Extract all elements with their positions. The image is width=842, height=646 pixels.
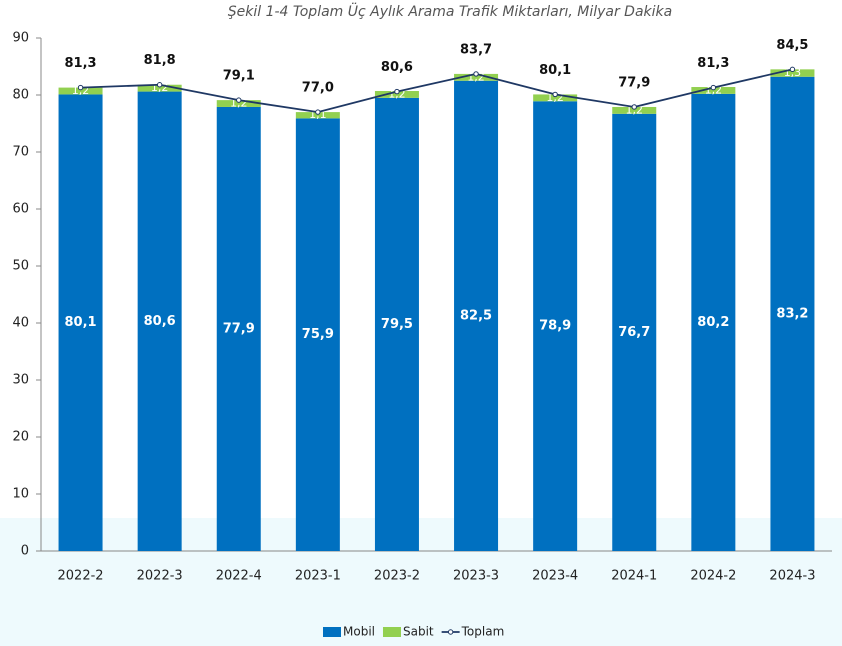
data-label: 77,9 xyxy=(618,75,650,90)
bar-segment xyxy=(295,118,340,552)
y-tick-label: 80 xyxy=(12,88,29,103)
data-label: 83,7 xyxy=(460,42,492,57)
data-label: 79,1 xyxy=(223,69,255,84)
legend-swatch-marker xyxy=(447,629,454,635)
legend-swatch xyxy=(382,627,401,637)
bar-segment xyxy=(454,80,499,551)
bar-segment xyxy=(374,91,419,98)
bar-segment xyxy=(454,73,499,81)
bar-segment xyxy=(533,94,578,102)
legend-label: Sabit xyxy=(403,625,434,639)
bar-segment xyxy=(770,69,815,77)
bar-segment xyxy=(533,101,578,552)
y-tick-label: 40 xyxy=(12,316,29,331)
legend-label: Toplam xyxy=(461,625,505,639)
line-marker xyxy=(315,109,321,115)
data-label: 82,5 xyxy=(460,308,492,323)
data-label: 78,9 xyxy=(539,319,571,334)
data-label: 80,2 xyxy=(697,315,729,330)
y-tick-label: 30 xyxy=(12,373,29,388)
data-label: 79,5 xyxy=(381,317,413,332)
data-label: 1,2 xyxy=(467,70,485,83)
data-label: 80,6 xyxy=(144,314,176,329)
bar-segment xyxy=(612,106,657,114)
line-marker xyxy=(236,97,242,103)
total-line xyxy=(80,68,793,114)
bar-segment xyxy=(691,93,736,552)
x-tick-label: 2023-2 xyxy=(374,569,420,584)
line-marker xyxy=(394,88,400,95)
x-tick-label: 2022-3 xyxy=(137,569,183,584)
y-tick-label: 90 xyxy=(12,31,29,46)
data-label: 80,6 xyxy=(381,60,413,75)
data-label: 76,7 xyxy=(618,325,650,340)
data-label: 81,3 xyxy=(697,56,729,71)
line-marker xyxy=(552,91,558,98)
bar-segment xyxy=(612,113,657,551)
bar-segment xyxy=(137,91,182,551)
data-label: 1,3 xyxy=(784,66,802,79)
bar-segment xyxy=(295,112,340,119)
bar-segment xyxy=(58,87,103,95)
line-marker xyxy=(156,82,163,88)
line-marker xyxy=(789,66,796,73)
y-tick-label: 50 xyxy=(12,259,29,274)
bar-segment xyxy=(770,76,815,551)
x-tick-label: 2023-1 xyxy=(295,569,341,584)
y-tick-label: 70 xyxy=(12,145,29,160)
line-marker xyxy=(631,104,637,110)
x-tick-label: 2024-2 xyxy=(690,569,736,584)
data-label: 83,2 xyxy=(776,306,808,321)
data-label: 81,8 xyxy=(144,53,176,68)
bar-segment xyxy=(58,94,103,552)
x-tick-label: 2024-3 xyxy=(769,569,815,584)
x-tick-label: 2023-4 xyxy=(532,569,578,584)
data-label: 81,3 xyxy=(65,56,97,71)
y-tick-label: 20 xyxy=(12,430,29,445)
data-label: 80,1 xyxy=(65,315,97,330)
legend-label: Mobil xyxy=(343,625,375,639)
data-label: 80,1 xyxy=(539,63,571,78)
chart-title: Şekil 1-4 Toplam Üç Aylık Arama Trafik M… xyxy=(228,2,672,20)
bar-segment xyxy=(216,106,261,551)
data-label: 77,0 xyxy=(302,81,334,96)
x-tick-label: 2022-4 xyxy=(216,569,262,584)
line-marker xyxy=(710,84,717,91)
y-tick-label: 60 xyxy=(12,202,29,217)
line-marker xyxy=(77,84,84,91)
data-label: 75,9 xyxy=(302,327,334,342)
x-tick-label: 2023-3 xyxy=(453,569,499,584)
y-tick-label: 0 xyxy=(21,544,29,559)
data-label: 77,9 xyxy=(223,321,255,336)
bar-segment xyxy=(374,97,419,551)
bar-segment xyxy=(216,100,261,107)
legend-swatch xyxy=(323,627,341,637)
x-tick-label: 2024-1 xyxy=(611,569,657,584)
y-tick-label: 10 xyxy=(12,487,29,502)
bar-segment xyxy=(691,87,736,94)
x-tick-label: 2022-2 xyxy=(58,569,104,584)
bar-segment xyxy=(137,84,182,92)
line-marker xyxy=(473,71,479,77)
data-label: 84,5 xyxy=(776,38,808,53)
